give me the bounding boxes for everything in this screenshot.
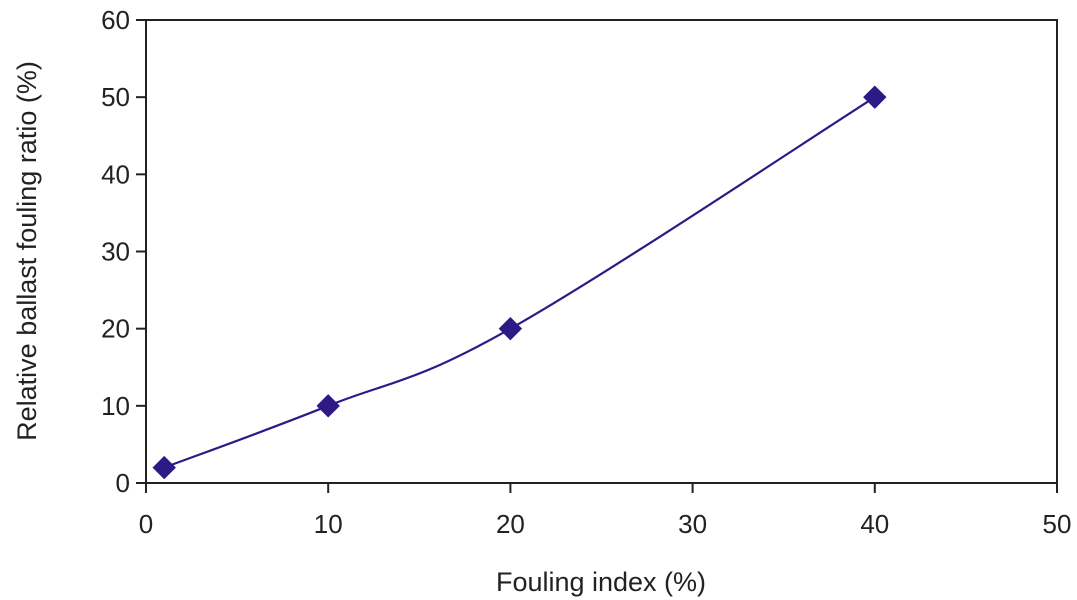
y-axis-title: Relative ballast fouling ratio (%) (12, 61, 42, 441)
data-point-marker (498, 316, 523, 341)
series-line (163, 96, 876, 469)
data-point-marker (863, 85, 887, 109)
y-tick-label: 0 (116, 468, 130, 498)
y-tick-label: 40 (101, 159, 130, 189)
x-tick-label: 40 (860, 509, 889, 539)
y-axis-ticks: 0 10 20 30 40 50 60 (101, 5, 146, 498)
x-tick-label: 0 (139, 509, 153, 539)
x-axis-ticks: 0 10 20 30 40 50 (139, 483, 1072, 539)
x-tick-label: 50 (1043, 509, 1072, 539)
x-tick-label: 10 (314, 509, 343, 539)
plot-frame (145, 19, 1058, 484)
y-tick-label: 10 (101, 391, 130, 421)
data-point-marker (152, 455, 176, 480)
series-layer (152, 85, 887, 480)
x-axis-title: Fouling index (%) (496, 567, 706, 597)
x-tick-label: 30 (678, 509, 707, 539)
x-tick-label: 20 (496, 509, 525, 539)
data-point-marker (316, 394, 340, 418)
y-tick-label: 20 (101, 314, 130, 344)
y-tick-label: 30 (101, 237, 130, 267)
y-tick-label: 50 (101, 82, 130, 112)
y-tick-label: 60 (101, 5, 130, 35)
